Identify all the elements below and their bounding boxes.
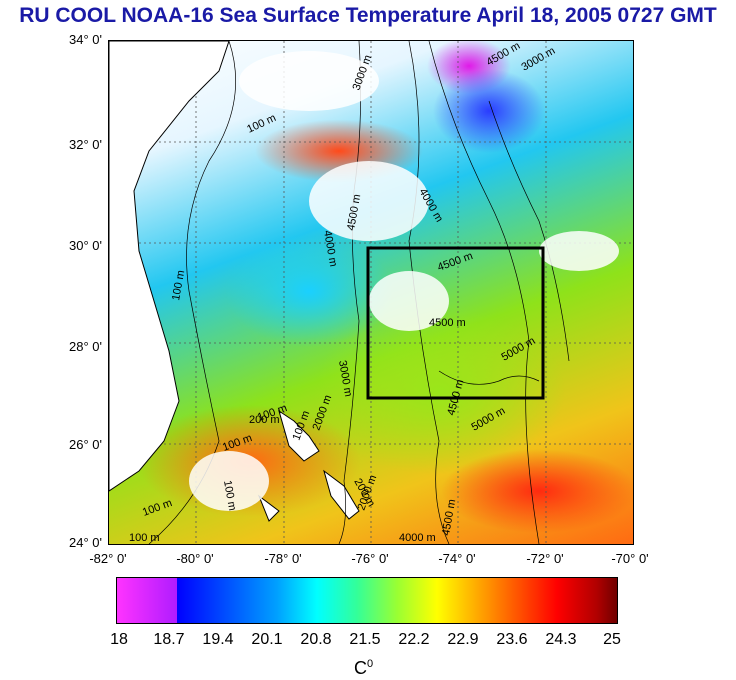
- lat-tick-label: 32° 0': [69, 137, 102, 152]
- bahamas-islands: [257, 409, 360, 522]
- colorbar-tick-label: 18: [110, 631, 128, 648]
- unit-superscript: 0: [367, 658, 374, 670]
- colorbar-tick-label: 21.5: [349, 631, 381, 648]
- contour-label: 5000 m: [500, 335, 538, 364]
- contour-label: 100 m: [245, 112, 278, 136]
- sst-map[interactable]: 3000 m 4500 m 100 m 3000 m 4000 m 4500 m…: [108, 40, 634, 545]
- contour-label: 100 m: [129, 532, 160, 544]
- contour-label: 100 m: [221, 432, 254, 454]
- contour-label: 5000 m: [470, 405, 508, 434]
- map-overlay: 3000 m 4500 m 100 m 3000 m 4000 m 4500 m…: [109, 41, 633, 544]
- contour-label: 4000 m: [399, 532, 436, 544]
- lat-tick-label: 28° 0': [69, 339, 102, 354]
- contour-label: 4000 m: [321, 229, 339, 267]
- colorbar-tick-label: 24.3: [545, 631, 577, 648]
- colorbar-tick-label: 23.6: [496, 631, 528, 648]
- lat-tick-label: 26° 0': [69, 437, 102, 452]
- contour-label: 4500 m: [485, 41, 523, 69]
- lat-tick-label: 30° 0': [69, 238, 102, 253]
- contour-label: 4500 m: [429, 317, 466, 329]
- land-mass: [109, 41, 230, 492]
- colorbar-tick-label: 25: [603, 631, 621, 648]
- contour-label: 3000 m: [520, 45, 558, 74]
- contour-label: 3000 m: [336, 359, 354, 397]
- lon-tick-label: -82° 0': [89, 551, 127, 566]
- contour-label: 2000 m: [311, 393, 335, 432]
- contour-label: 100 m: [170, 269, 187, 301]
- lon-tick-label: -76° 0': [351, 551, 389, 566]
- colorbar-tick-label: 20.1: [251, 631, 283, 648]
- unit-letter: C: [354, 658, 367, 678]
- colorbar-tick-label: 20.8: [300, 631, 332, 648]
- cloud-mask: [189, 51, 619, 511]
- lon-tick-label: -72° 0': [526, 551, 564, 566]
- lat-tick-label: 34° 0': [69, 32, 102, 47]
- contour-label: 4500 m: [436, 250, 475, 274]
- contour-label: 200 m: [249, 414, 280, 426]
- lon-tick-label: -80° 0': [176, 551, 214, 566]
- lon-tick-label: -78° 0': [264, 551, 302, 566]
- study-area-box: [366, 246, 545, 400]
- colorbar-tick-label: 19.4: [202, 631, 234, 648]
- contour-label: 4500 m: [440, 498, 458, 536]
- colorbar-tick-label: 18.7: [153, 631, 185, 648]
- map-title: RU COOL NOAA-16 Sea Surface Temperature …: [19, 4, 717, 27]
- contour-label: 100 m: [221, 479, 238, 511]
- contour-label: 100 m: [141, 497, 174, 519]
- colorbar-tick-label: 22.2: [398, 631, 430, 648]
- lon-tick-label: -74° 0': [438, 551, 476, 566]
- color-scale-bar: [116, 577, 618, 624]
- lat-tick-label: 24° 0': [69, 535, 102, 550]
- colorbar-tick-label: 22.9: [447, 631, 479, 648]
- lon-tick-label: -70° 0': [611, 551, 649, 566]
- colorbar-unit: C0: [354, 658, 373, 679]
